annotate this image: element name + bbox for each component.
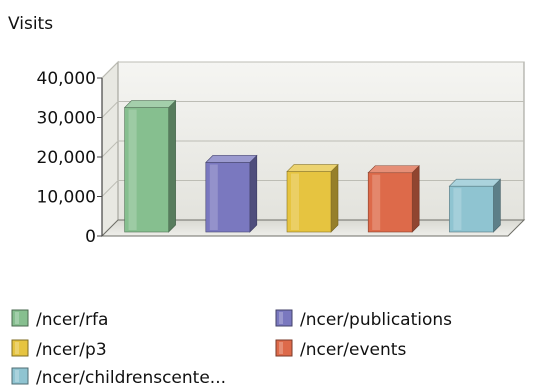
legend-swatch — [11, 339, 29, 357]
legend-swatch-highlight — [15, 342, 19, 354]
bars — [123, 99, 502, 233]
bar — [448, 178, 502, 233]
bar — [286, 163, 339, 233]
legend-item: /ncer/rfa — [11, 309, 108, 330]
legend-item: /ncer/childrenscente... — [11, 367, 226, 388]
y-axis-label: Visits — [8, 14, 53, 34]
y-tick-label: 10,000 — [37, 188, 96, 208]
bar — [205, 154, 258, 233]
legend-label: /ncer/p3 — [36, 340, 107, 360]
legend-swatch-highlight — [15, 370, 19, 382]
legend-label: /ncer/childrenscente... — [36, 368, 226, 388]
legend-swatch-highlight — [15, 312, 19, 324]
y-tick-labels: 0 10,000 20,000 30,000 40,000 — [37, 69, 103, 247]
bar-highlight — [209, 164, 218, 230]
legend-label: /ncer/events — [300, 340, 406, 360]
bar-highlight — [291, 173, 299, 230]
legend-label: /ncer/publications — [300, 310, 452, 330]
legend-swatch-highlight — [279, 312, 283, 324]
bar-side — [168, 99, 176, 233]
bar — [367, 165, 420, 233]
legend-swatch — [11, 309, 29, 327]
bar-top — [448, 178, 502, 187]
y-tick-label: 40,000 — [37, 69, 96, 89]
legend-swatch — [275, 339, 293, 357]
legend-label: /ncer/rfa — [36, 310, 108, 330]
y-tick-label: 30,000 — [37, 109, 96, 129]
bar-highlight — [372, 174, 381, 230]
y-tick-label: 20,000 — [37, 148, 96, 168]
legend-swatch-highlight — [279, 342, 283, 354]
bar-side — [330, 163, 339, 233]
bar-top — [286, 164, 339, 172]
bar-side — [249, 154, 258, 233]
bar-highlight — [453, 188, 462, 230]
legend-swatch — [275, 309, 293, 327]
bar-top — [367, 165, 420, 174]
bar-top — [205, 155, 258, 163]
gridline — [101, 140, 524, 158]
legend-item: /ncer/p3 — [11, 339, 107, 360]
bar-side — [411, 165, 420, 233]
bar-top — [123, 100, 177, 108]
y-tick-label: 0 — [85, 227, 96, 247]
legend-swatch — [11, 367, 29, 385]
gridline — [101, 61, 524, 79]
bar-highlight — [128, 109, 137, 230]
legend-item: /ncer/publications — [275, 309, 452, 330]
bar — [123, 99, 177, 233]
legend: /ncer/rfa/ncer/publications/ncer/p3/ncer… — [11, 309, 452, 388]
gridline — [101, 101, 524, 118]
bar-side — [493, 178, 501, 233]
legend-item: /ncer/events — [275, 339, 406, 360]
